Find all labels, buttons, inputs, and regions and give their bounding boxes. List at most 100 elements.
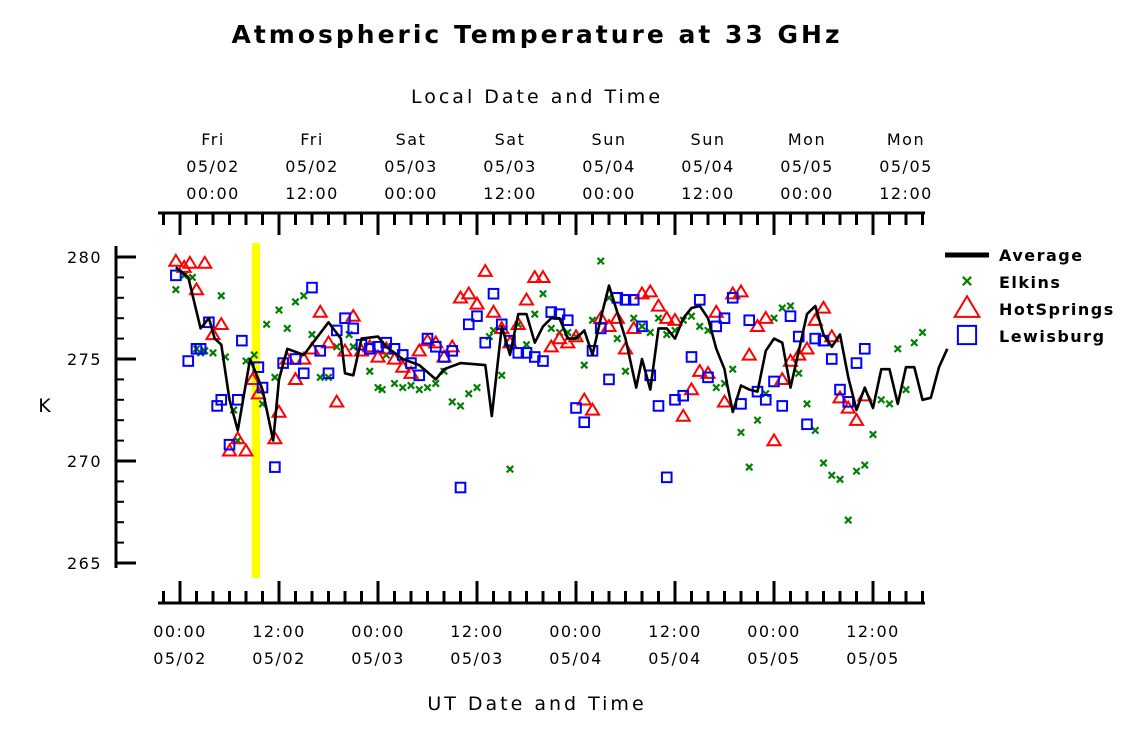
lewisburg-point [347, 322, 360, 335]
y-tick-label: 270 [67, 452, 102, 471]
hotsprings-point [196, 254, 214, 269]
elkins-point [473, 383, 481, 392]
elkins-point [299, 291, 308, 300]
lewisburg-point [718, 312, 731, 324]
legend-item-elkins: Elkins [962, 273, 1060, 292]
hotsprings-point [641, 283, 659, 298]
top-tick-date: 05/04 [582, 157, 636, 176]
bottom-tick-time: 12:00 [846, 622, 900, 641]
bottom-tick-time: 00:00 [153, 622, 207, 641]
bottom-tick-time: 00:00 [747, 622, 801, 641]
lewisburg-point [677, 389, 690, 402]
elkins-point [390, 379, 399, 388]
lewisburg-point [194, 343, 207, 355]
hotsprings-point [650, 297, 667, 312]
elkins-point [415, 385, 424, 394]
lewisburg-point [512, 347, 525, 359]
elkins-point [910, 338, 919, 347]
lewisburg-point [479, 336, 492, 349]
top-tick-day: Sat [495, 130, 526, 149]
elkins-point [580, 361, 589, 370]
elkins-point [827, 471, 836, 480]
elkins-point [547, 324, 556, 333]
legend-item-average: Average [945, 246, 1082, 265]
lewisburg-point [363, 343, 376, 355]
elkins-point [621, 367, 630, 376]
lewisburg-point [446, 345, 459, 357]
elkins-point [423, 383, 432, 392]
y-axis-title: K [38, 395, 53, 417]
hotsprings-point [485, 303, 502, 318]
bottom-tick-time: 00:00 [549, 622, 603, 641]
hotsprings-point [311, 303, 329, 318]
bottom-tick-time: 12:00 [648, 622, 702, 641]
top-tick-date: 05/05 [879, 157, 933, 176]
legend-swatch [962, 276, 972, 286]
average-line [175, 266, 949, 442]
bottom-tick-date: 05/05 [846, 649, 900, 668]
elkins-point [316, 373, 325, 382]
elkins-point [365, 367, 374, 376]
lewisburg-point [429, 340, 442, 353]
top-tick-day: Sun [691, 130, 726, 149]
lewisburg-point [619, 294, 632, 306]
lewisburg-point [421, 332, 434, 345]
elkins-point [778, 304, 787, 312]
elkins-point [687, 312, 696, 321]
elkins-point [869, 430, 877, 439]
elkins-point [836, 475, 844, 484]
top-tick-date: 05/02 [186, 157, 240, 176]
hotsprings-point [419, 332, 436, 347]
lewisburg-point [215, 394, 228, 406]
lewisburg-point [322, 367, 335, 380]
hotsprings-point [394, 359, 412, 373]
hotsprings-point [740, 346, 758, 361]
lewisburg-point [182, 355, 195, 367]
hotsprings-point [608, 310, 626, 324]
lewisburg-point [269, 461, 281, 473]
lewisburg-point [693, 294, 706, 306]
bottom-tick-time: 12:00 [450, 622, 504, 641]
lewisburg-point [627, 294, 640, 306]
elkins-point [217, 291, 226, 300]
y-tick-label: 265 [67, 554, 102, 573]
elkins-point [374, 383, 382, 392]
elkins-point [819, 459, 828, 468]
hotsprings-point [468, 295, 486, 310]
bottom-tick-date: 05/02 [252, 649, 306, 668]
top-tick-day: Sun [592, 130, 627, 149]
lewisburg-point [487, 287, 500, 300]
legend-item-lewisburg: Lewisburg [956, 324, 1104, 346]
elkins-point [737, 428, 745, 437]
hotsprings-point [707, 303, 725, 318]
hotsprings-point [212, 316, 230, 330]
hotsprings-point [757, 310, 775, 324]
top-tick-day: Fri [300, 130, 324, 149]
hotsprings-point [175, 259, 193, 273]
elkins-point [629, 314, 638, 323]
hotsprings-point [798, 340, 816, 355]
hotsprings-point [518, 291, 535, 306]
elkins-point [250, 350, 259, 359]
elkins-point [506, 465, 514, 474]
top-axis-title: Local Date and Time [411, 86, 663, 108]
lewisburg-point [289, 353, 302, 365]
elkins-point [431, 379, 440, 388]
y-tick-label: 280 [67, 248, 102, 267]
legend-item-hotsprings: HotSprings [952, 294, 1113, 319]
lewisburg-point [825, 353, 838, 365]
legend-swatch [956, 324, 978, 346]
elkins-point [407, 381, 415, 390]
hotsprings-point [181, 254, 199, 269]
elkins-point [464, 389, 473, 398]
elkins-point [275, 306, 283, 315]
series-elkins [171, 257, 927, 525]
elkins-point [596, 257, 605, 266]
bottom-axis-title: UT Date and Time [427, 693, 646, 715]
legend-swatch [952, 294, 982, 318]
hotsprings-point [336, 342, 354, 357]
bottom-tick-date: 05/05 [747, 649, 801, 668]
y-tick-label: 275 [67, 350, 102, 369]
top-tick-date: 05/05 [780, 157, 834, 176]
elkins-point [918, 328, 927, 337]
